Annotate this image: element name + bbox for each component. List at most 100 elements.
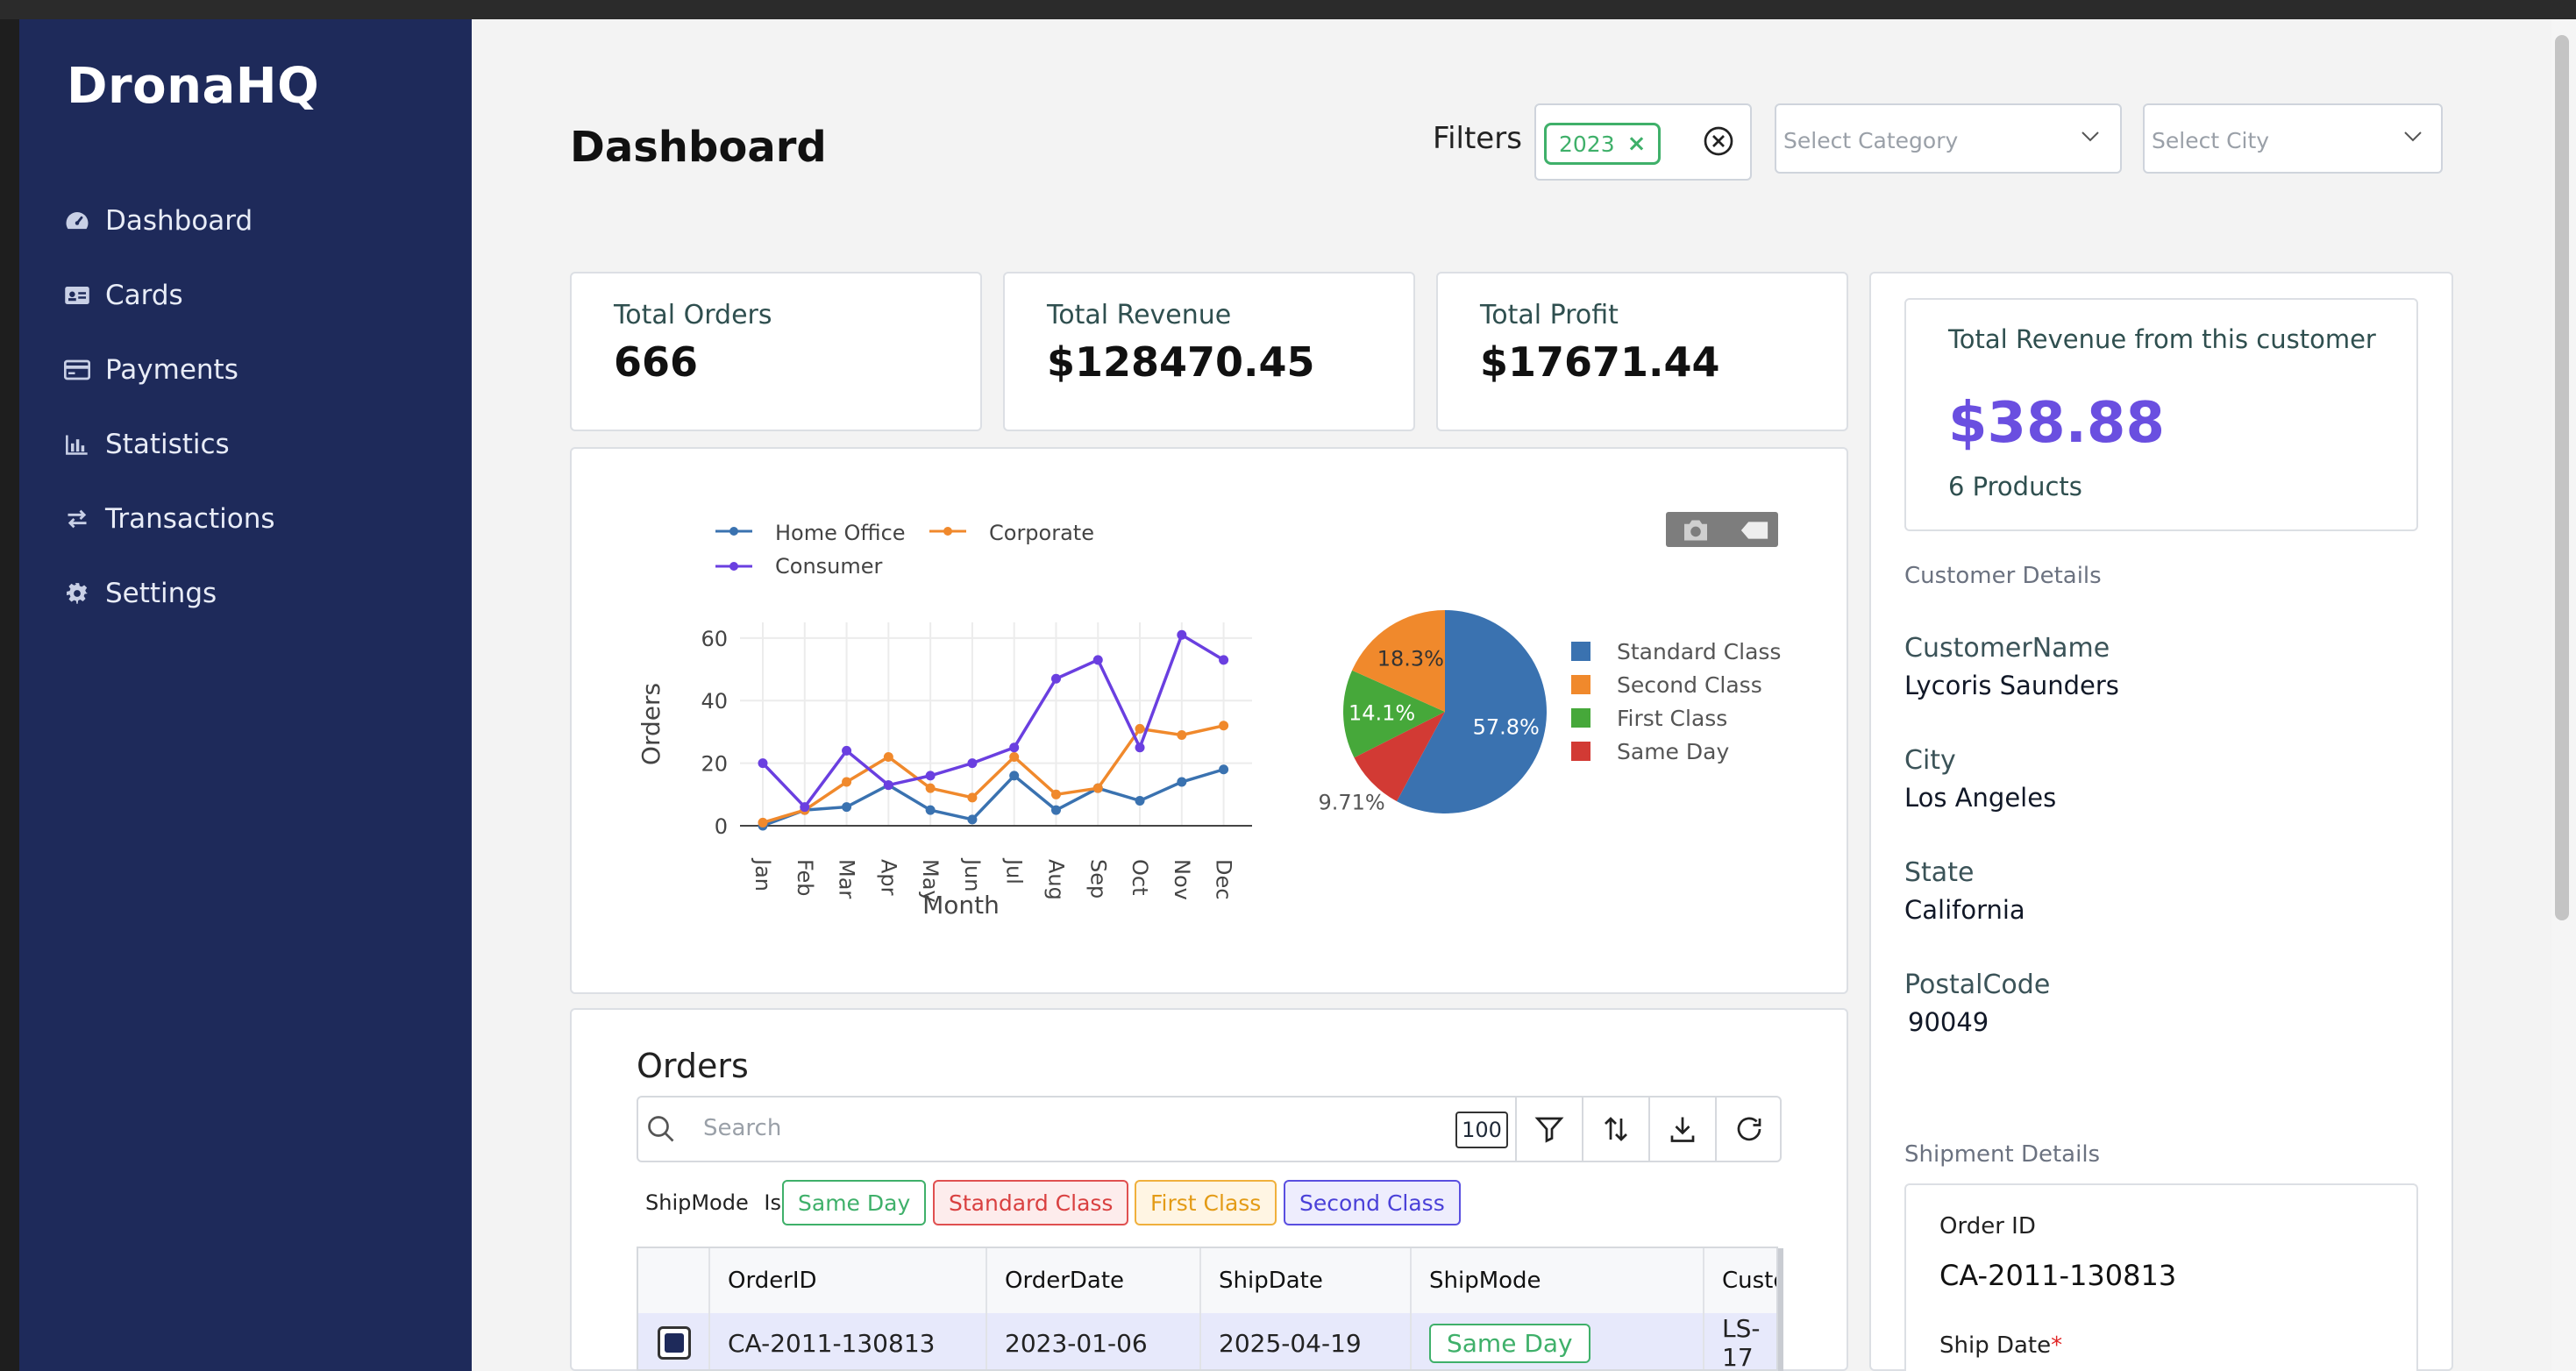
- data-point: [1135, 742, 1145, 753]
- sidebar-item-settings[interactable]: Settings: [63, 567, 217, 620]
- data-point: [1177, 777, 1187, 787]
- sidebar-item-dashboard[interactable]: Dashboard: [63, 195, 253, 247]
- row-checkbox[interactable]: [658, 1326, 691, 1360]
- sidebar-item-payments[interactable]: Payments: [63, 344, 238, 396]
- data-point: [800, 802, 810, 813]
- customer-revenue-label: Total Revenue from this customer: [1948, 324, 2376, 354]
- data-point: [842, 802, 852, 813]
- pie-slice-label: 14.1%: [1348, 701, 1415, 726]
- x-tick-label: Apr: [876, 859, 900, 896]
- legend-label-home-office: Home Office: [775, 521, 906, 545]
- city-select[interactable]: [2143, 103, 2443, 174]
- chart-toolbar: [1666, 512, 1778, 547]
- filter-icon: [1534, 1117, 1564, 1143]
- tag-standard-class[interactable]: Standard Class: [933, 1180, 1129, 1225]
- data-point: [1177, 629, 1187, 640]
- kpi-value: $128470.45: [1047, 338, 1315, 386]
- data-point: [1177, 729, 1187, 740]
- table-cell-orderid: CA-2011-130813: [710, 1313, 987, 1369]
- column-header-customer[interactable]: Custo: [1704, 1248, 1776, 1313]
- tag-first-class[interactable]: First Class: [1135, 1180, 1277, 1225]
- table-row-checkbox-cell[interactable]: [638, 1313, 710, 1369]
- x-tick-label: May: [918, 859, 943, 903]
- customer-product-count: 6 Products: [1948, 472, 2082, 501]
- table-cell-shipdate: 2025-04-19: [1201, 1313, 1412, 1369]
- camera-icon[interactable]: [1680, 519, 1711, 542]
- charts-card: [570, 447, 1848, 994]
- legend-label-consumer: Consumer: [775, 554, 883, 579]
- sort-icon: [1605, 1117, 1627, 1141]
- data-point: [1050, 673, 1061, 684]
- clear-filter-icon[interactable]: [1703, 125, 1734, 157]
- sidebar-item-statistics[interactable]: Statistics: [63, 418, 230, 471]
- pie-slice-label: 9.71%: [1318, 791, 1384, 815]
- category-select[interactable]: [1775, 103, 2122, 174]
- y-tick-label: 40: [701, 689, 728, 714]
- legend-label: First Class: [1617, 706, 1727, 731]
- data-point: [967, 758, 978, 769]
- data-point: [967, 814, 978, 825]
- customer-name-value: Lycoris Saunders: [1904, 671, 2119, 700]
- column-header-shipmode[interactable]: ShipMode: [1412, 1248, 1704, 1313]
- postal-code-value: 90049: [1908, 1007, 1989, 1037]
- filter-button[interactable]: [1515, 1096, 1582, 1162]
- pie-slice: [1343, 670, 1445, 758]
- column-header-shipdate[interactable]: ShipDate: [1201, 1248, 1412, 1313]
- search-input[interactable]: Search: [703, 1115, 782, 1141]
- data-point: [925, 771, 936, 781]
- chevron-down-icon: [2404, 131, 2422, 142]
- data-point: [1050, 805, 1061, 815]
- download-button[interactable]: [1648, 1096, 1715, 1162]
- tag-second-class[interactable]: Second Class: [1284, 1180, 1461, 1225]
- search-icon: [648, 1116, 674, 1142]
- pie-slice: [1354, 712, 1445, 802]
- filters-label: Filters: [1433, 121, 1522, 156]
- sidebar-item-label: Cards: [105, 280, 183, 311]
- data-point: [925, 783, 936, 793]
- state-label: State: [1904, 857, 1975, 888]
- gear-icon: [63, 579, 91, 607]
- data-point: [967, 792, 978, 803]
- y-tick-label: 60: [701, 627, 728, 651]
- tag-same-day[interactable]: Same Day: [782, 1180, 927, 1225]
- sidebar-item-cards[interactable]: Cards: [63, 269, 183, 322]
- column-header-orderid[interactable]: OrderID: [710, 1248, 987, 1313]
- x-tick-label: Jun: [960, 857, 985, 892]
- x-tick-label: Feb: [793, 859, 817, 897]
- year-chip[interactable]: 2023 ×: [1544, 123, 1662, 165]
- series-line-consumer: [761, 632, 1225, 810]
- customer-name-label: CustomerName: [1904, 633, 2110, 664]
- bar-chart-icon: [63, 430, 91, 458]
- page-size-box[interactable]: 100: [1455, 1112, 1508, 1148]
- data-point: [842, 777, 852, 787]
- legend-swatch: [1571, 642, 1590, 661]
- data-point: [758, 758, 768, 769]
- data-point: [842, 745, 852, 756]
- pie-slice-label: 57.8%: [1473, 715, 1540, 740]
- x-axis-title: Month: [922, 891, 1000, 920]
- remove-chip-icon[interactable]: ×: [1626, 131, 1647, 157]
- sidebar-item-transactions[interactable]: Transactions: [63, 493, 275, 545]
- data-point: [925, 805, 936, 815]
- x-tick-label: Dec: [1212, 859, 1236, 899]
- orders-search[interactable]: [637, 1096, 1782, 1162]
- scrollbar-thumb[interactable]: [2555, 35, 2569, 920]
- legend-label: Standard Class: [1617, 639, 1781, 664]
- x-tick-label: Sep: [1085, 859, 1110, 899]
- select-column-header: [638, 1248, 710, 1313]
- data-point: [1009, 742, 1020, 753]
- credit-card-icon: [63, 356, 91, 384]
- order-id-value: CA-2011-130813: [1939, 1259, 2177, 1292]
- refresh-button[interactable]: [1715, 1096, 1782, 1162]
- ship-date-label: Ship Date*: [1939, 1332, 2062, 1359]
- city-value: Los Angeles: [1904, 783, 2057, 813]
- x-tick-label: Nov: [1170, 859, 1194, 900]
- data-point: [1219, 764, 1229, 775]
- postal-code-label: PostalCode: [1904, 970, 2051, 1000]
- sort-button[interactable]: [1582, 1096, 1648, 1162]
- kpi-card-total-profit: Total Profit $17671.44: [1436, 272, 1848, 431]
- tag-icon[interactable]: [1740, 521, 1769, 540]
- column-header-orderdate[interactable]: OrderDate: [987, 1248, 1201, 1313]
- window-top-bar: [0, 0, 2576, 19]
- pie-slice-label: 18.3%: [1377, 647, 1444, 671]
